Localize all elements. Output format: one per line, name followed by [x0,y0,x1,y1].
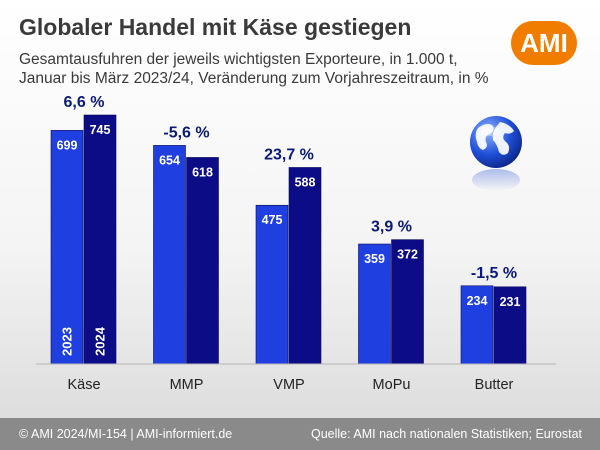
change-label: 3,9 % [371,219,412,236]
bar-2023-2 [255,204,289,365]
bar-2024-2 [288,167,322,365]
chart-subtitle-line2: Januar bis März 2023/24, Veränderung zum… [19,70,489,87]
series-label-2024: 2024 [93,326,108,356]
bar-2024-0 [83,114,117,365]
bar-chart: 699 2023 745 2024 6,6 % Käse 654 618 -5,6 % MMP 47… [36,94,556,393]
bar-value-label: 359 [364,252,385,266]
bar-2024-4 [493,286,527,365]
bar-value-label: 618 [192,165,213,179]
series-label-2023: 2023 [60,327,75,356]
change-label: -5,6 % [163,124,209,141]
footer-copyright: © AMI 2024/MI-154 | AMI-informiert.de [19,427,233,441]
bar-2023-3 [358,243,391,365]
bar-value-label: 588 [295,175,316,189]
x-tick-label: MoPu [373,377,411,393]
bar-2023-0 [50,130,84,365]
ami-logo: AMI [511,21,577,65]
x-tick-label: MMP [170,377,204,393]
bar-2023-1 [153,145,186,365]
bar-2023-4 [460,285,494,365]
globe-icon [470,116,522,191]
footer-source: Quelle: AMI nach nationalen Statistiken;… [311,427,582,441]
bar-value-label: 699 [57,138,78,152]
chart-subtitle-line1: Gesamtausfuhren der jeweils wichtigsten … [19,51,458,68]
footer-bar: © AMI 2024/MI-154 | AMI-informiert.de Qu… [0,418,600,450]
bar-value-label: 234 [467,294,488,308]
bar-value-label: 475 [262,213,283,227]
bar-value-label: 372 [397,248,418,262]
bar-value-label: 745 [90,123,111,137]
x-tick-label: VMP [273,377,304,393]
change-label: 23,7 % [264,146,314,163]
bar-value-label: 231 [500,295,521,309]
bar-2024-3 [391,239,424,365]
change-label: -1,5 % [471,265,517,282]
bar-value-label: 654 [159,153,180,167]
bar-2024-1 [186,157,219,365]
x-tick-label: Käse [67,377,100,393]
chart-title: Globaler Handel mit Käse gestiegen [19,14,412,40]
x-tick-label: Butter [475,377,514,393]
change-label: 6,6 % [64,94,105,111]
